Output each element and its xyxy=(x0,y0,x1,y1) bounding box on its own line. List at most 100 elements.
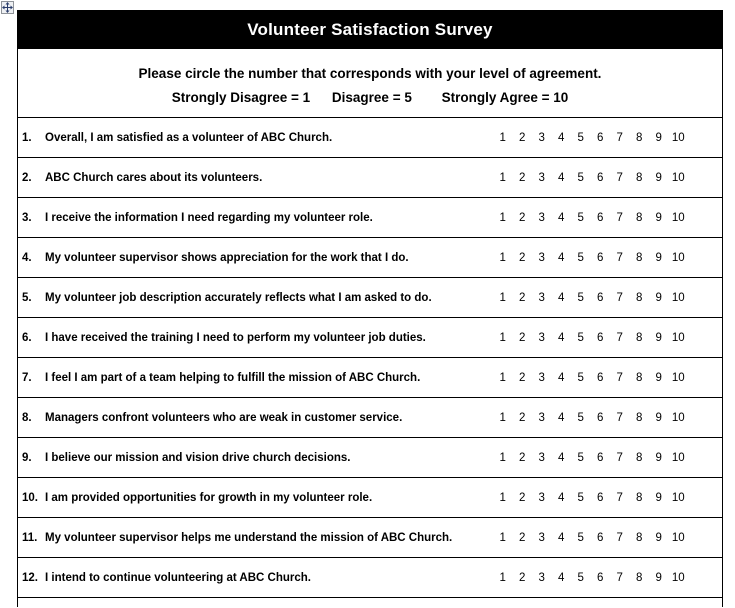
rating-option[interactable]: 3 xyxy=(538,371,545,384)
rating-option[interactable]: 7 xyxy=(616,491,623,504)
rating-option[interactable]: 8 xyxy=(636,331,643,344)
rating-option[interactable]: 10 xyxy=(671,331,685,344)
rating-option[interactable]: 9 xyxy=(655,451,662,464)
rating-option[interactable]: 3 xyxy=(538,131,545,144)
rating-option[interactable]: 3 xyxy=(538,411,545,424)
rating-option[interactable]: 5 xyxy=(577,211,584,224)
rating-option[interactable]: 4 xyxy=(558,371,565,384)
rating-option[interactable]: 2 xyxy=(519,371,526,384)
rating-option[interactable]: 5 xyxy=(577,371,584,384)
rating-option[interactable]: 8 xyxy=(636,571,643,584)
rating-option[interactable]: 5 xyxy=(577,291,584,304)
rating-option[interactable]: 10 xyxy=(671,491,685,504)
rating-option[interactable]: 8 xyxy=(636,251,643,264)
rating-option[interactable]: 9 xyxy=(655,291,662,304)
rating-option[interactable]: 10 xyxy=(671,571,685,584)
rating-option[interactable]: 10 xyxy=(671,531,685,544)
rating-option[interactable]: 6 xyxy=(597,251,604,264)
rating-option[interactable]: 6 xyxy=(597,451,604,464)
rating-option[interactable]: 3 xyxy=(538,171,545,184)
rating-option[interactable]: 5 xyxy=(577,251,584,264)
rating-option[interactable]: 5 xyxy=(577,411,584,424)
rating-option[interactable]: 2 xyxy=(519,331,526,344)
rating-option[interactable]: 6 xyxy=(597,371,604,384)
rating-option[interactable]: 1 xyxy=(499,531,506,544)
rating-option[interactable]: 2 xyxy=(519,211,526,224)
rating-option[interactable]: 3 xyxy=(538,251,545,264)
rating-option[interactable]: 8 xyxy=(636,411,643,424)
rating-option[interactable]: 7 xyxy=(616,331,623,344)
rating-option[interactable]: 4 xyxy=(558,491,565,504)
rating-option[interactable]: 5 xyxy=(577,491,584,504)
rating-option[interactable]: 1 xyxy=(499,371,506,384)
rating-option[interactable]: 4 xyxy=(558,251,565,264)
rating-option[interactable]: 7 xyxy=(616,411,623,424)
rating-option[interactable]: 3 xyxy=(538,531,545,544)
rating-option[interactable]: 7 xyxy=(616,171,623,184)
rating-option[interactable]: 5 xyxy=(577,451,584,464)
rating-option[interactable]: 5 xyxy=(577,331,584,344)
rating-option[interactable]: 9 xyxy=(655,411,662,424)
rating-option[interactable]: 7 xyxy=(616,371,623,384)
rating-option[interactable]: 10 xyxy=(671,131,685,144)
rating-option[interactable]: 4 xyxy=(558,211,565,224)
rating-option[interactable]: 9 xyxy=(655,131,662,144)
rating-option[interactable]: 2 xyxy=(519,411,526,424)
rating-option[interactable]: 8 xyxy=(636,211,643,224)
rating-option[interactable]: 2 xyxy=(519,451,526,464)
rating-option[interactable]: 2 xyxy=(519,171,526,184)
rating-option[interactable]: 7 xyxy=(616,251,623,264)
rating-option[interactable]: 6 xyxy=(597,171,604,184)
rating-option[interactable]: 9 xyxy=(655,251,662,264)
rating-option[interactable]: 8 xyxy=(636,531,643,544)
rating-option[interactable]: 6 xyxy=(597,411,604,424)
rating-option[interactable]: 8 xyxy=(636,491,643,504)
rating-option[interactable]: 8 xyxy=(636,291,643,304)
rating-option[interactable]: 10 xyxy=(671,251,685,264)
rating-option[interactable]: 5 xyxy=(577,171,584,184)
rating-option[interactable]: 6 xyxy=(597,531,604,544)
rating-option[interactable]: 6 xyxy=(597,331,604,344)
rating-option[interactable]: 6 xyxy=(597,291,604,304)
rating-option[interactable]: 3 xyxy=(538,491,545,504)
rating-option[interactable]: 9 xyxy=(655,171,662,184)
rating-option[interactable]: 1 xyxy=(499,251,506,264)
rating-option[interactable]: 10 xyxy=(671,371,685,384)
rating-option[interactable]: 3 xyxy=(538,211,545,224)
rating-option[interactable]: 3 xyxy=(538,451,545,464)
rating-option[interactable]: 1 xyxy=(499,211,506,224)
rating-option[interactable]: 5 xyxy=(577,131,584,144)
rating-option[interactable]: 3 xyxy=(538,331,545,344)
rating-option[interactable]: 9 xyxy=(655,571,662,584)
rating-option[interactable]: 6 xyxy=(597,211,604,224)
rating-option[interactable]: 6 xyxy=(597,491,604,504)
rating-option[interactable]: 7 xyxy=(616,451,623,464)
rating-option[interactable]: 2 xyxy=(519,531,526,544)
rating-option[interactable]: 6 xyxy=(597,131,604,144)
rating-option[interactable]: 8 xyxy=(636,171,643,184)
rating-option[interactable]: 1 xyxy=(499,571,506,584)
rating-option[interactable]: 4 xyxy=(558,411,565,424)
rating-option[interactable]: 1 xyxy=(499,171,506,184)
rating-option[interactable]: 10 xyxy=(671,171,685,184)
rating-option[interactable]: 7 xyxy=(616,211,623,224)
rating-option[interactable]: 6 xyxy=(597,571,604,584)
rating-option[interactable]: 10 xyxy=(671,451,685,464)
rating-option[interactable]: 8 xyxy=(636,131,643,144)
rating-option[interactable]: 8 xyxy=(636,371,643,384)
rating-option[interactable]: 3 xyxy=(538,291,545,304)
rating-option[interactable]: 7 xyxy=(616,291,623,304)
rating-option[interactable]: 5 xyxy=(577,571,584,584)
rating-option[interactable]: 9 xyxy=(655,331,662,344)
rating-option[interactable]: 4 xyxy=(558,531,565,544)
rating-option[interactable]: 1 xyxy=(499,131,506,144)
rating-option[interactable]: 9 xyxy=(655,211,662,224)
rating-option[interactable]: 2 xyxy=(519,291,526,304)
rating-option[interactable]: 9 xyxy=(655,371,662,384)
rating-option[interactable]: 5 xyxy=(577,531,584,544)
rating-option[interactable]: 1 xyxy=(499,291,506,304)
rating-option[interactable]: 4 xyxy=(558,451,565,464)
rating-option[interactable]: 2 xyxy=(519,131,526,144)
rating-option[interactable]: 8 xyxy=(636,451,643,464)
rating-option[interactable]: 7 xyxy=(616,531,623,544)
